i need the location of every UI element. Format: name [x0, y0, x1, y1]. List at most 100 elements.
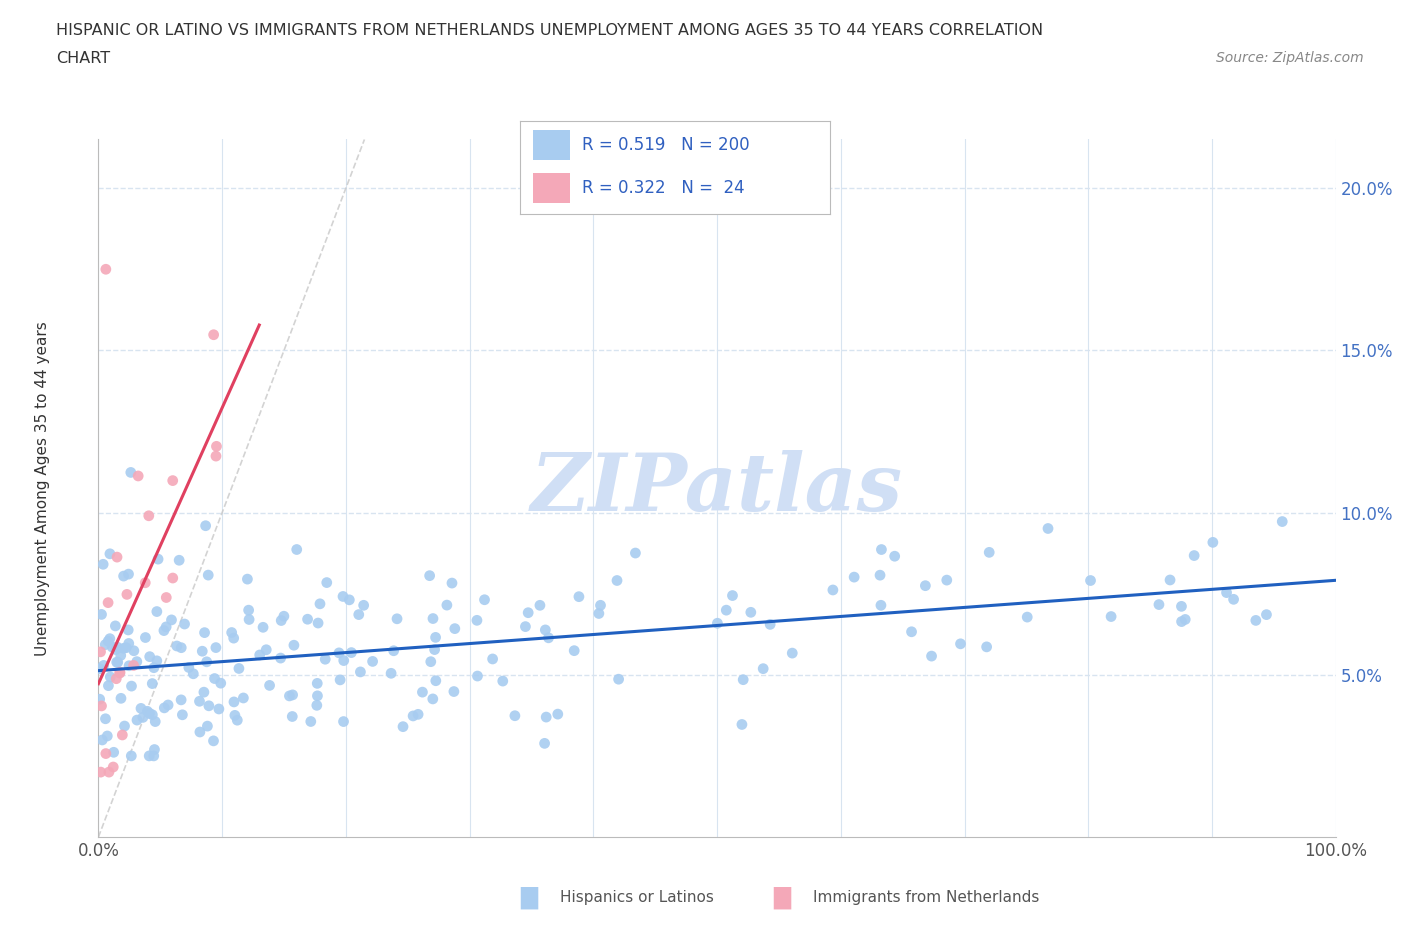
Point	[138, 509, 160, 524]
Point	[481, 652, 503, 667]
Point	[503, 709, 526, 724]
Point	[716, 603, 738, 618]
Point	[108, 665, 131, 680]
Point	[173, 617, 195, 631]
Point	[90, 644, 112, 659]
Point	[309, 596, 332, 611]
Point	[142, 749, 165, 764]
Point	[143, 714, 166, 729]
Point	[465, 613, 488, 628]
Point	[1099, 609, 1122, 624]
Text: ZIPatlas: ZIPatlas	[531, 449, 903, 527]
Point	[278, 688, 301, 703]
Point	[706, 616, 728, 631]
Point	[191, 644, 214, 658]
Point	[226, 712, 249, 727]
Point	[98, 546, 121, 561]
Point	[107, 655, 129, 670]
Point	[143, 742, 166, 757]
Point	[1256, 607, 1278, 622]
Point	[162, 571, 184, 586]
Point	[97, 633, 120, 648]
Point	[188, 724, 211, 739]
Point	[307, 676, 329, 691]
Point	[517, 605, 540, 620]
Point	[305, 698, 328, 712]
Point	[94, 746, 117, 761]
Text: HISPANIC OR LATINO VS IMMIGRANTS FROM NETHERLANDS UNEMPLOYMENT AMONG AGES 35 TO : HISPANIC OR LATINO VS IMMIGRANTS FROM NE…	[56, 23, 1043, 38]
Point	[562, 644, 585, 658]
Point	[307, 688, 329, 703]
Text: █: █	[773, 886, 790, 909]
Point	[195, 655, 218, 670]
Point	[155, 619, 177, 634]
Point	[117, 566, 139, 581]
Point	[141, 676, 163, 691]
Point	[740, 604, 762, 619]
Point	[101, 640, 124, 655]
Point	[900, 624, 922, 639]
Point	[285, 542, 308, 557]
Point	[423, 642, 446, 657]
Point	[492, 673, 515, 688]
Point	[314, 652, 336, 667]
Point	[332, 589, 354, 604]
Point	[921, 648, 943, 663]
Point	[204, 671, 226, 686]
Point	[534, 622, 557, 637]
Point	[870, 598, 893, 613]
Point	[349, 664, 371, 679]
Text: CHART: CHART	[56, 51, 110, 66]
Point	[1174, 612, 1197, 627]
Point	[329, 672, 352, 687]
Point	[111, 727, 134, 742]
Point	[935, 573, 957, 588]
Point	[105, 640, 128, 655]
Point	[98, 631, 121, 646]
Point	[105, 550, 128, 565]
Point	[91, 733, 114, 748]
Point	[209, 676, 232, 691]
Point	[315, 575, 337, 590]
Point	[236, 572, 259, 587]
Point	[436, 598, 458, 613]
Point	[155, 590, 177, 604]
Point	[752, 661, 775, 676]
Point	[1244, 613, 1267, 628]
Point	[153, 623, 176, 638]
Point	[443, 621, 465, 636]
Point	[170, 693, 193, 708]
Point	[238, 612, 260, 627]
Point	[118, 658, 141, 673]
Point	[299, 714, 322, 729]
Text: R = 0.519   N = 200: R = 0.519 N = 200	[582, 136, 749, 154]
Point	[134, 576, 156, 591]
Point	[297, 612, 319, 627]
Point	[98, 670, 121, 684]
Point	[142, 660, 165, 675]
Point	[228, 661, 250, 676]
Point	[90, 698, 112, 713]
Point	[252, 620, 274, 635]
Point	[170, 640, 193, 655]
Point	[120, 465, 142, 480]
Bar	[533, 130, 569, 160]
Point	[406, 707, 429, 722]
Point	[392, 719, 415, 734]
Point	[254, 643, 277, 658]
Point	[129, 701, 152, 716]
Text: Source: ZipAtlas.com: Source: ZipAtlas.com	[1216, 51, 1364, 65]
Point	[89, 692, 111, 707]
Point	[332, 714, 354, 729]
Point	[425, 630, 447, 644]
Point	[533, 736, 555, 751]
Text: █: █	[520, 886, 537, 909]
Point	[949, 636, 972, 651]
Point	[353, 598, 375, 613]
Point	[136, 704, 159, 719]
Point	[110, 648, 132, 663]
Point	[160, 613, 183, 628]
Point	[166, 639, 188, 654]
Point	[1271, 514, 1294, 529]
Point	[138, 749, 160, 764]
